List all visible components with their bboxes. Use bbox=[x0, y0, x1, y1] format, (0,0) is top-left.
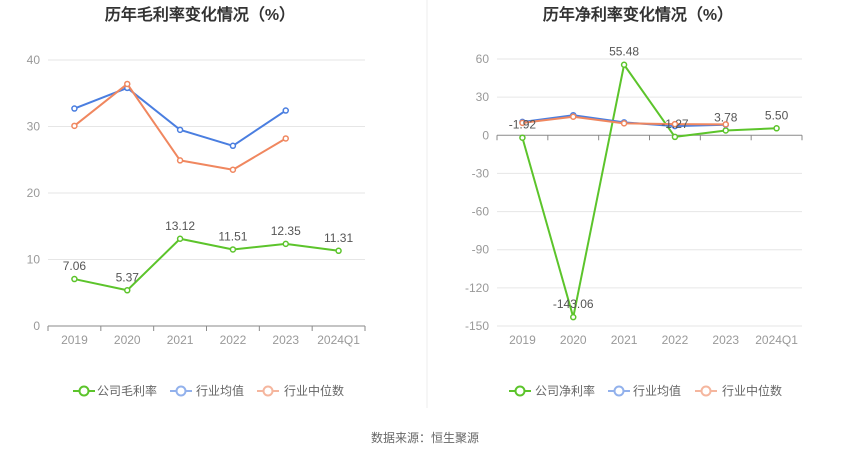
data-label: 13.12 bbox=[165, 219, 195, 233]
net-margin-legend: 公司净利率 行业均值 行业中位数 bbox=[509, 383, 782, 398]
data-point[interactable] bbox=[229, 142, 237, 150]
data-point[interactable] bbox=[570, 113, 577, 120]
y-tick-label: 30 bbox=[476, 90, 490, 104]
data-point[interactable] bbox=[176, 126, 184, 134]
y-tick-label: 60 bbox=[476, 52, 490, 66]
data-point[interactable] bbox=[229, 166, 237, 173]
data-point[interactable] bbox=[229, 246, 237, 253]
y-tick-label: 40 bbox=[27, 53, 41, 67]
x-tick-label: 2024Q1 bbox=[317, 333, 360, 347]
series-line bbox=[521, 63, 777, 319]
data-point[interactable] bbox=[176, 235, 184, 243]
data-point[interactable] bbox=[773, 125, 780, 132]
x-tick-label: 2023 bbox=[272, 333, 299, 347]
data-label: 3.78 bbox=[714, 110, 738, 124]
data-point[interactable] bbox=[71, 275, 78, 283]
legend-label: 公司净利率 bbox=[535, 383, 595, 398]
data-point[interactable] bbox=[722, 127, 729, 134]
data-label: 5.37 bbox=[116, 270, 140, 284]
data-point[interactable] bbox=[620, 61, 628, 68]
data-point[interactable] bbox=[124, 287, 131, 294]
legend-label: 行业中位数 bbox=[722, 383, 782, 398]
legend-label: 行业均值 bbox=[196, 383, 244, 398]
legend-item-industry-average[interactable]: 行业均值 bbox=[608, 383, 681, 398]
legend-item-industry-median[interactable]: 行业中位数 bbox=[257, 383, 344, 398]
data-point[interactable] bbox=[671, 120, 679, 128]
data-point[interactable] bbox=[176, 157, 184, 164]
gross-margin-legend: 公司毛利率 行业均值 行业中位数 bbox=[73, 383, 344, 398]
x-tick-label: 2022 bbox=[220, 333, 247, 347]
y-tick-label: 10 bbox=[27, 253, 41, 267]
data-point[interactable] bbox=[620, 120, 628, 127]
net-margin-chart-title: 历年净利率变化情况（%） bbox=[543, 5, 733, 24]
gross-margin-chart: 历年毛利率变化情况（%） 0 10 20 30 40 2019 2020 2021 2022 20… bbox=[27, 5, 366, 398]
data-point[interactable] bbox=[71, 105, 78, 112]
x-tick-label: 2019 bbox=[61, 333, 88, 347]
legend-item-company-net-margin[interactable]: 公司净利率 bbox=[509, 383, 595, 398]
x-tick-label: 2021 bbox=[167, 333, 194, 347]
data-label: -1.27 bbox=[661, 117, 689, 131]
x-tick-label: 2023 bbox=[712, 333, 739, 347]
data-point[interactable] bbox=[722, 121, 729, 128]
series-line bbox=[74, 86, 287, 147]
data-point[interactable] bbox=[71, 122, 78, 130]
legend-line-marker-icon bbox=[170, 385, 192, 397]
y-tick-label: -30 bbox=[472, 166, 490, 180]
legend-line-marker-icon bbox=[257, 385, 279, 397]
gross-margin-chart-title: 历年毛利率变化情况（%） bbox=[105, 5, 295, 24]
data-point[interactable] bbox=[335, 247, 342, 255]
data-label: 7.06 bbox=[63, 259, 87, 273]
x-tick-label: 2021 bbox=[611, 333, 638, 347]
legend-label: 行业均值 bbox=[633, 383, 681, 398]
y-tick-label: 0 bbox=[482, 128, 489, 142]
y-tick-label: -90 bbox=[472, 243, 490, 257]
y-tick-label: -120 bbox=[465, 281, 489, 295]
data-point[interactable] bbox=[282, 240, 289, 248]
data-label: 12.35 bbox=[271, 224, 301, 238]
y-tick-label: 30 bbox=[27, 120, 41, 134]
legend-item-company-gross-margin[interactable]: 公司毛利率 bbox=[73, 383, 157, 398]
data-label: 11.31 bbox=[324, 231, 353, 245]
data-point[interactable] bbox=[124, 80, 131, 88]
data-point[interactable] bbox=[519, 119, 526, 127]
legend-label: 行业中位数 bbox=[284, 383, 344, 398]
data-label: 55.48 bbox=[609, 45, 639, 59]
y-tick-label: -150 bbox=[465, 319, 489, 333]
x-tick-label: 2020 bbox=[560, 333, 587, 347]
legend-item-industry-average[interactable]: 行业均值 bbox=[170, 383, 244, 398]
legend-line-marker-icon bbox=[73, 385, 95, 397]
net-margin-plot-area: -150 -120 -90 -60 -30 0 30 60 2019 2020 2021 2022 20… bbox=[465, 45, 803, 347]
legend-line-marker-icon bbox=[695, 385, 717, 397]
gross-margin-plot-area: 0 10 20 30 40 2019 2020 2021 2022 2023 2024Q1 7.06 5… bbox=[27, 53, 366, 347]
data-label: -143.06 bbox=[553, 297, 594, 311]
y-tick-label: 0 bbox=[33, 319, 40, 333]
data-point[interactable] bbox=[519, 134, 526, 141]
legend-item-industry-median[interactable]: 行业中位数 bbox=[695, 383, 782, 398]
y-tick-label: -60 bbox=[472, 205, 490, 219]
series-line bbox=[74, 237, 339, 292]
x-tick-label: 2024Q1 bbox=[755, 333, 798, 347]
net-margin-chart: 历年净利率变化情况（%） -150 -120 -90 -60 -30 0 30 60 2019 2… bbox=[465, 5, 803, 398]
legend-line-marker-icon bbox=[509, 385, 531, 397]
legend-line-marker-icon bbox=[608, 385, 630, 397]
y-tick-label: 20 bbox=[27, 186, 41, 200]
data-source-note: 数据来源：恒生聚源 bbox=[371, 430, 479, 445]
legend-label: 公司毛利率 bbox=[97, 383, 157, 398]
x-tick-label: 2022 bbox=[662, 333, 689, 347]
data-point[interactable] bbox=[671, 133, 679, 141]
data-label: 5.50 bbox=[765, 108, 789, 122]
data-point[interactable] bbox=[282, 107, 289, 114]
x-tick-label: 2020 bbox=[114, 333, 141, 347]
data-point[interactable] bbox=[570, 313, 577, 321]
data-point[interactable] bbox=[282, 135, 289, 142]
data-label: 11.51 bbox=[218, 229, 247, 243]
data-label: -1.92 bbox=[509, 118, 537, 132]
x-tick-label: 2019 bbox=[509, 333, 536, 347]
